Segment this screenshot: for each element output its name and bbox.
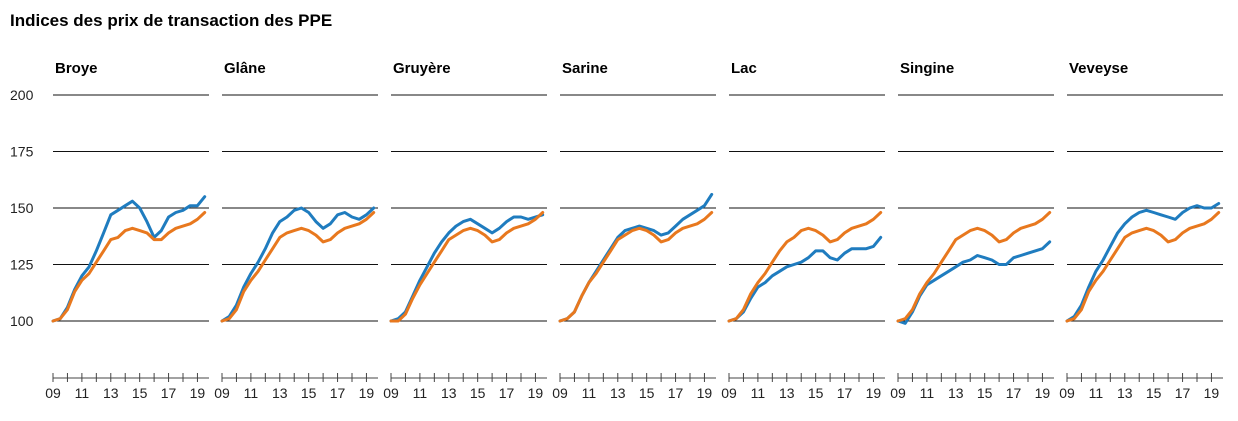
- x-tick-label: 13: [610, 385, 626, 401]
- x-tick-label: 19: [697, 385, 713, 401]
- panel-broye: Broye 09 11 13 15 17 19: [45, 60, 209, 401]
- x-tick-label: 11: [920, 385, 935, 401]
- x-tick-label: 15: [977, 385, 993, 401]
- panel-sarine: Sarine 09 11 13 15 17 19: [552, 60, 716, 401]
- x-tick-label: 11: [582, 385, 597, 401]
- x-tick-label: 11: [1089, 385, 1104, 401]
- chart-panels: 100 125 150 175 200 Broye 09 11 13 15 17 19 Glâne 09 1…: [10, 60, 1223, 401]
- x-tick-label: 09: [214, 385, 230, 401]
- panel-singine: Singine 09 11 13 15 17 19: [890, 60, 1054, 401]
- series-line-blue: [220, 206, 376, 323]
- y-tick-label: 150: [10, 200, 34, 216]
- x-tick-label: 17: [1175, 385, 1191, 401]
- y-tick-label: 175: [10, 144, 34, 160]
- y-tick-label: 100: [10, 313, 34, 329]
- x-tick-label: 15: [132, 385, 148, 401]
- x-tick-label: 19: [1204, 385, 1220, 401]
- x-tick-label: 17: [837, 385, 853, 401]
- x-tick-label: 09: [45, 385, 61, 401]
- panel-lac: Lac 09 11 13 15 17 19: [721, 60, 885, 401]
- x-tick-label: 13: [272, 385, 288, 401]
- x-tick-label: 19: [190, 385, 206, 401]
- series-line-blue: [727, 235, 883, 323]
- x-tick-label: 09: [721, 385, 737, 401]
- series-line-orange: [51, 211, 207, 323]
- panel-title: Gruyère: [393, 60, 451, 77]
- series-line-orange: [1065, 211, 1221, 323]
- x-tick-label: 15: [1146, 385, 1162, 401]
- series-line-blue: [389, 213, 545, 323]
- x-tick-label: 11: [751, 385, 766, 401]
- series-line-blue: [1065, 202, 1221, 323]
- series-line-orange: [220, 211, 376, 323]
- x-tick-label: 11: [75, 385, 90, 401]
- x-tick-label: 17: [668, 385, 684, 401]
- y-tick-label: 125: [10, 257, 34, 273]
- x-tick-label: 15: [301, 385, 317, 401]
- panel-title: Sarine: [562, 60, 608, 77]
- x-tick-label: 19: [359, 385, 375, 401]
- series-line-blue: [558, 192, 714, 323]
- panel-veveyse: Veveyse 09 11 13 15 17 19: [1059, 60, 1223, 401]
- y-tick-label: 200: [10, 87, 34, 103]
- series-line-blue: [896, 240, 1052, 325]
- x-tick-label: 19: [1035, 385, 1051, 401]
- x-tick-label: 19: [528, 385, 544, 401]
- x-tick-label: 09: [552, 385, 568, 401]
- panel-title: Glâne: [224, 60, 266, 77]
- series-line-orange: [727, 211, 883, 323]
- x-tick-label: 13: [103, 385, 119, 401]
- chart-title: Indices des prix de transaction des PPE: [10, 11, 332, 30]
- x-tick-label: 11: [244, 385, 259, 401]
- x-tick-label: 09: [890, 385, 906, 401]
- x-tick-label: 13: [779, 385, 795, 401]
- x-tick-label: 17: [499, 385, 515, 401]
- x-tick-label: 15: [639, 385, 655, 401]
- series-line-orange: [389, 211, 545, 323]
- x-tick-label: 19: [866, 385, 882, 401]
- x-tick-label: 13: [1117, 385, 1133, 401]
- series-line-orange: [896, 211, 1052, 323]
- x-tick-label: 15: [808, 385, 824, 401]
- x-tick-label: 09: [383, 385, 399, 401]
- panel-title: Lac: [731, 60, 757, 77]
- x-tick-label: 11: [413, 385, 428, 401]
- panel-title: Singine: [900, 60, 954, 77]
- series-line-blue: [51, 195, 207, 323]
- panel-title: Veveyse: [1069, 60, 1128, 77]
- panel-gruyère: Gruyère 09 11 13 15 17 19: [383, 60, 547, 401]
- series-line-orange: [558, 211, 714, 323]
- x-tick-label: 17: [161, 385, 177, 401]
- x-tick-label: 17: [1006, 385, 1022, 401]
- x-tick-label: 09: [1059, 385, 1075, 401]
- x-tick-label: 13: [948, 385, 964, 401]
- x-tick-label: 13: [441, 385, 457, 401]
- x-tick-label: 15: [470, 385, 486, 401]
- panel-glâne: Glâne 09 11 13 15 17 19: [214, 60, 378, 401]
- x-tick-label: 17: [330, 385, 346, 401]
- panel-title: Broye: [55, 60, 98, 77]
